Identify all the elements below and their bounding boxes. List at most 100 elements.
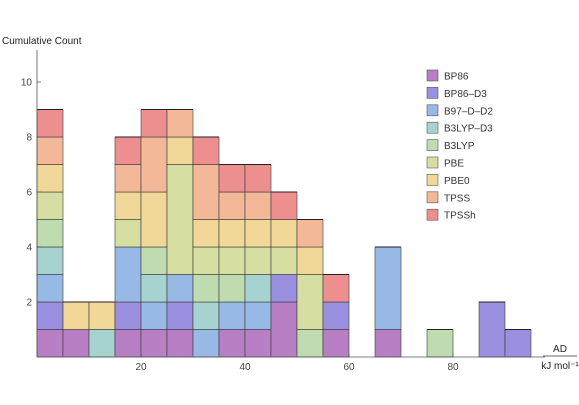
bar-bp86-bin-5 [62,329,90,358]
bar-bp86-d3-bin-45 [270,274,298,303]
x-axis-unit: kJ mol⁻¹ [541,361,579,372]
bar-b3lyp-d3-bin-10 [88,329,116,358]
legend-swatch-b97-d-d2 [426,104,439,117]
bar-b3lyp-bin-0 [36,219,64,248]
legend-label-bp86: BP86 [444,72,469,83]
bar-pbe-bin-35 [218,246,246,275]
bar-pbe0-bin-15 [114,191,142,220]
bar-tpss-bin-35 [218,191,246,220]
legend-label-b97-d-d2: B97–D–D2 [444,106,493,117]
bar-bp86-bin-45 [270,301,298,358]
bar-b97-d-d2-bin-0 [36,274,64,303]
bar-b3lyp-bin-50 [296,329,324,358]
bar-pbe0-bin-30 [192,219,220,248]
bar-pbe-bin-0 [36,191,64,220]
bar-pbe0-bin-10 [88,301,116,330]
bar-b97-d-d2-bin-20 [140,301,168,330]
bar-bp86-bin-15 [114,329,142,358]
legend-swatch-b3lyp [426,139,439,151]
bar-pbe-bin-50 [296,274,324,330]
legend-label-bp86-d3: BP86–D3 [444,89,487,100]
bar-tpssh-bin-20 [140,109,168,138]
x-tick-label-80: 80 [447,362,459,373]
y-tick-label-2: 2 [26,298,32,309]
axes-layer [36,50,545,358]
bar-bp86-bin-0 [36,329,64,358]
bar-bp86-d3-bin-15 [114,301,142,330]
y-tick-label-10: 10 [21,78,33,89]
bar-b3lyp-bin-35 [218,274,246,303]
legend-swatch-tpssh [426,208,439,221]
x-axis-title: AD [553,344,567,355]
legend-swatch-pbe0 [426,174,439,186]
y-tick-label-6: 6 [26,188,32,199]
bar-b97-d-d2-bin-40 [244,301,272,330]
bar-tpssh-bin-0 [36,109,64,138]
bar-b3lyp-d3-bin-40 [244,274,272,303]
legend-label-b3lyp: B3LYP [444,141,475,152]
bar-pbe0-bin-20 [140,191,168,248]
y-tick-label-8: 8 [26,133,32,144]
bar-tpss-bin-15 [114,164,142,193]
bar-b3lyp-bin-30 [192,274,220,303]
legend-label-tpssh: TPSSh [444,211,476,222]
bar-pbe0-bin-0 [36,164,64,193]
bar-tpss-bin-0 [36,136,64,165]
bar-bp86-bin-55 [322,329,350,358]
legend-swatch-pbe [426,156,439,169]
bar-b97-d-d2-bin-25 [166,274,194,303]
bar-bp86-bin-35 [218,329,246,358]
ticks-layer: 2 4 6 8 10 20 40 60 80 [21,78,506,373]
bar-b3lyp-bin-75 [426,329,454,358]
x-tick-label-60: 60 [343,362,355,373]
legend: BP86 BP86–D3 B97–D–D2 B3LYP–D3 B3LYP PBE PBE0 T… [426,69,493,222]
bar-b3lyp-d3-bin-0 [36,246,64,275]
bar-pbe0-bin-50 [296,246,324,275]
bar-bp86-d3-bin-85 [478,301,506,358]
bar-bp86-bin-25 [166,329,194,358]
bar-b3lyp-d3-bin-30 [192,301,220,330]
bar-pbe-bin-30 [192,246,220,275]
bar-b3lyp-bin-20 [140,246,168,275]
bar-pbe-bin-25 [166,164,194,275]
bar-b97-d-d2-bin-15 [114,246,142,303]
bar-tpssh-bin-30 [192,136,220,165]
legend-label-tpss: TPSS [444,193,470,204]
bar-b97-d-d2-bin-65 [374,246,402,330]
bar-bp86-bin-20 [140,329,168,358]
legend-label-b3lyp-d3: B3LYP–D3 [444,124,493,135]
bar-pbe-bin-45 [270,246,298,275]
legend-swatch-tpss [426,191,439,204]
bar-bp86-d3-bin-25 [166,301,194,330]
bar-tpssh-bin-15 [114,136,142,165]
bar-bp86-bin-65 [374,329,402,358]
bar-pbe0-bin-25 [166,136,194,165]
bar-pbe-bin-40 [244,246,272,275]
x-tick-label-20: 20 [135,362,147,373]
legend-swatch-bp86 [426,69,439,82]
bar-tpssh-bin-40 [244,164,272,193]
bar-pbe-bin-15 [114,219,142,248]
bar-pbe0-bin-45 [270,219,298,248]
bar-b97-d-d2-bin-35 [218,301,246,330]
bar-tpss-bin-30 [192,164,220,220]
bar-bp86-d3-bin-90 [504,329,532,358]
bar-tpss-bin-25 [166,109,194,138]
y-tick-label-4: 4 [26,243,32,254]
bar-bp86-d3-bin-0 [36,301,64,330]
legend-label-pbe: PBE [444,159,464,170]
bar-tpss-bin-20 [140,136,168,193]
bar-bp86-bin-40 [244,329,272,358]
bar-tpss-bin-50 [296,219,324,248]
bars-layer [36,108,532,358]
bar-tpssh-bin-35 [218,164,246,193]
bar-pbe0-bin-5 [62,301,90,330]
bar-tpssh-bin-45 [270,191,298,220]
bar-pbe0-bin-40 [244,219,272,248]
bar-b3lyp-d3-bin-20 [140,274,168,303]
bar-pbe0-bin-35 [218,219,246,248]
bar-tpss-bin-40 [244,191,272,220]
legend-label-pbe0: PBE0 [444,176,470,187]
